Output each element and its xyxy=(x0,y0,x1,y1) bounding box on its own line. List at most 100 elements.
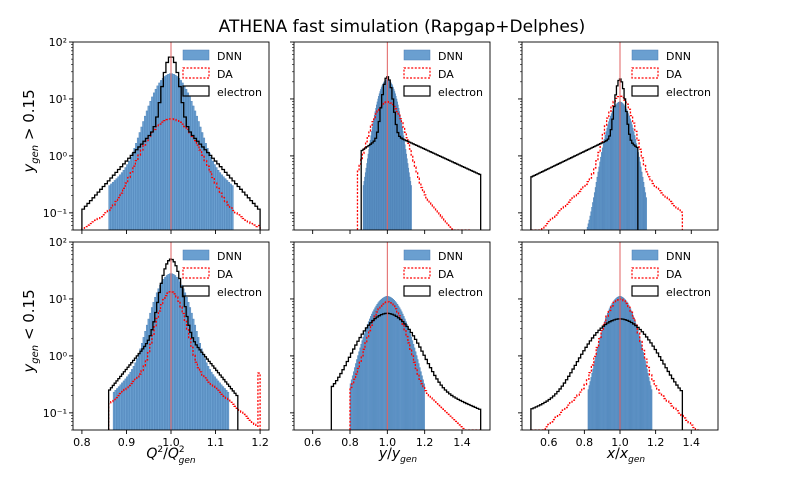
panel-plot-area xyxy=(530,42,684,230)
dnn-bar xyxy=(140,126,143,230)
legend-swatch-electron xyxy=(403,285,431,297)
dnn-bar xyxy=(208,152,211,230)
legend-label-dnn: DNN xyxy=(438,250,463,263)
dnn-bar xyxy=(193,110,197,230)
dnn-bar xyxy=(120,172,124,230)
dnn-bar xyxy=(177,279,180,430)
panel-q2-high: 10⁻¹ 10⁰ 10¹ 10² DNN DA electron xyxy=(43,36,270,234)
dnn-bar xyxy=(208,369,211,430)
ytick-label: 10⁻¹ xyxy=(43,207,67,220)
dnn-bar xyxy=(124,167,127,230)
legend-label-electron: electron xyxy=(666,86,711,99)
legend-swatch-electron xyxy=(631,285,659,297)
dnn-bar xyxy=(204,143,207,230)
dnn-bar xyxy=(119,174,122,230)
legend-swatch-dnn xyxy=(403,49,431,61)
dnn-bar xyxy=(188,96,191,230)
ytick-label: 10¹ xyxy=(49,93,67,106)
legend-label-electron: electron xyxy=(217,286,262,299)
dnn-bar xyxy=(135,143,138,230)
legend-swatch-dnn xyxy=(631,249,659,261)
dnn-bar xyxy=(122,380,125,430)
dnn-bar xyxy=(172,73,175,230)
xtick-label: 1.4 xyxy=(683,436,701,449)
dnn-bar xyxy=(112,391,115,430)
dnn-bar xyxy=(209,157,213,230)
dnn-bar xyxy=(136,358,139,430)
dnn-bar xyxy=(131,369,134,430)
panel-x-high: DNN DA electron xyxy=(518,41,719,234)
dnn-bar xyxy=(139,348,142,430)
dnn-bar xyxy=(205,362,208,430)
dnn-bar xyxy=(220,174,223,230)
row-label-low: ygen < 0.15 xyxy=(20,289,41,373)
dnn-bar xyxy=(203,358,206,430)
dnn-bar xyxy=(215,378,218,430)
dnn-bar xyxy=(199,126,202,230)
legend-label-electron: electron xyxy=(438,286,483,299)
dnn-bar xyxy=(222,386,225,430)
dnn-bar xyxy=(197,337,200,430)
dnn-bar xyxy=(650,389,653,430)
da-series-line xyxy=(356,101,472,230)
legend-swatch-electron xyxy=(631,85,659,97)
electron-series-line xyxy=(360,76,482,230)
dnn-bar xyxy=(172,274,175,430)
dnn-bar xyxy=(129,371,132,430)
ytick-label: 10⁰ xyxy=(49,150,68,163)
legend-label-da: DA xyxy=(666,68,682,81)
dnn-bar xyxy=(225,390,228,430)
dnn-bar xyxy=(154,88,157,230)
xlabel-y: y/ygen xyxy=(378,446,418,465)
electron-series-line xyxy=(107,258,239,430)
legend-swatch-da xyxy=(182,67,210,79)
panel-q2-low: 10⁻¹ 10⁰ 10¹ 10² 0.8 0.9 1.0 1.1 1.2 DNN DA electro… xyxy=(43,236,270,449)
xtick-label: 0.8 xyxy=(576,436,594,449)
dnn-bar xyxy=(185,88,188,230)
xtick-label: 0.6 xyxy=(304,436,322,449)
dnn-bar xyxy=(142,121,145,230)
xlabel-x: x/xgen xyxy=(606,446,646,465)
dnn-bar xyxy=(174,74,177,230)
xtick-label: 0.8 xyxy=(73,436,91,449)
dnn-bar xyxy=(207,366,210,430)
dnn-bar xyxy=(179,281,182,430)
xtick-label: 0.8 xyxy=(341,436,359,449)
dnn-bar xyxy=(182,288,185,430)
panel-plot-area xyxy=(107,242,261,430)
dnn-bar xyxy=(218,172,222,230)
dnn-bar xyxy=(217,380,220,430)
ytick-label: 10⁰ xyxy=(49,350,68,363)
panel-frame xyxy=(293,41,491,231)
xtick-label: 0.6 xyxy=(540,436,558,449)
ytick-label: 10² xyxy=(49,236,67,249)
panel-plot-area xyxy=(81,42,261,230)
dnn-bar xyxy=(141,343,144,430)
dnn-bar xyxy=(215,167,218,230)
legend-swatch-electron xyxy=(182,285,210,297)
legend-swatch-dnn xyxy=(631,49,659,61)
panel-x-low: 0.6 0.8 1.0 1.2 1.4 DNN DA electron xyxy=(518,241,719,449)
legend-swatch-dnn xyxy=(182,49,210,61)
dnn-bar xyxy=(174,275,177,430)
panel-plot-area xyxy=(330,242,482,430)
ytick-label: 10¹ xyxy=(49,293,67,306)
panel-y-high: DNN DA electron xyxy=(290,41,491,234)
dnn-bar xyxy=(195,115,198,230)
xtick-label: 1.0 xyxy=(162,436,180,449)
da-series-line xyxy=(81,118,261,230)
dnn-bar xyxy=(152,92,156,230)
xtick-label: 0.9 xyxy=(118,436,136,449)
dnn-bar xyxy=(197,121,200,230)
legend-label-da: DA xyxy=(438,68,454,81)
dnn-bar xyxy=(116,388,119,430)
legend-swatch-da xyxy=(631,67,659,79)
legend-swatch-da xyxy=(631,267,659,279)
dnn-bar xyxy=(220,384,223,430)
legend-swatch-da xyxy=(403,267,431,279)
xtick-label: 1.2 xyxy=(647,436,665,449)
dnn-bar xyxy=(161,78,165,230)
ytick-label: 10⁻¹ xyxy=(43,407,67,420)
dnn-bar xyxy=(131,152,134,230)
dnn-bar xyxy=(142,337,145,430)
